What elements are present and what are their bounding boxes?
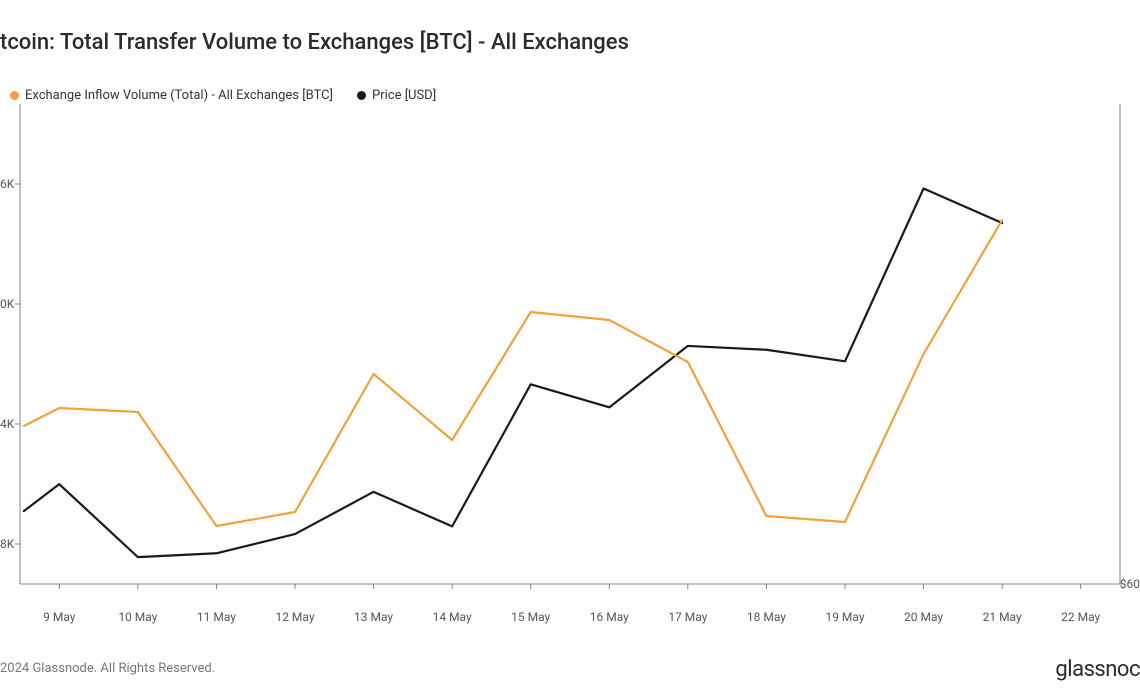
x-tick-label: 18 May [747,610,786,624]
x-tick-label: 9 May [43,610,75,624]
x-tick-label: 15 May [511,610,550,624]
footer-copyright: 2024 Glassnode. All Rights Reserved. [0,661,215,676]
legend-label-inflow: Exchange Inflow Volume (Total) - All Exc… [25,88,333,103]
y-left-tick-label: 8K [0,537,14,551]
y-left-tick-label: 0K [0,297,14,311]
chart-area: 8K 4K 0K 6K $60 9 May 10 May 11 May 12 May 13 M… [0,104,1140,624]
chart-svg [0,104,1140,624]
legend-item-price: Price [USD] [357,88,436,103]
x-tick-label: 12 May [275,610,314,624]
x-tick-label: 21 May [983,610,1022,624]
legend: Exchange Inflow Volume (Total) - All Exc… [10,88,436,103]
x-tick-label: 17 May [668,610,707,624]
footer-brand: glassnoc [1055,657,1140,682]
x-tick-label: 22 May [1061,610,1100,624]
x-tick-label: 16 May [590,610,629,624]
x-tick-label: 10 May [118,610,157,624]
legend-dot-inflow [10,91,19,100]
y-left-tick-label: 4K [0,417,14,431]
legend-dot-price [357,91,366,100]
y-left-tick-label: 6K [0,177,14,191]
legend-label-price: Price [USD] [372,88,436,103]
x-tick-label: 19 May [825,610,864,624]
chart-title: tcoin: Total Transfer Volume to Exchange… [0,30,629,55]
x-tick-label: 11 May [197,610,236,624]
y-right-tick-label: $60 [1120,577,1140,591]
x-tick-label: 13 May [354,610,393,624]
x-tick-label: 20 May [904,610,943,624]
legend-item-inflow: Exchange Inflow Volume (Total) - All Exc… [10,88,333,103]
x-tick-label: 14 May [433,610,472,624]
